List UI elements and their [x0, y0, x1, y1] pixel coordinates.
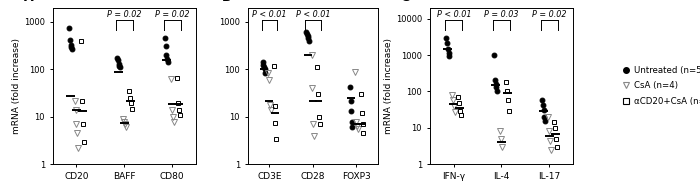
Y-axis label: mRNA (fold increase): mRNA (fold increase) [12, 38, 21, 134]
Text: P = 0.02: P = 0.02 [155, 10, 190, 19]
Y-axis label: mRNA (fold increase): mRNA (fold increase) [384, 38, 393, 134]
Text: P < 0.01: P < 0.01 [437, 10, 471, 19]
Text: P = 0.02: P = 0.02 [532, 10, 567, 19]
Text: B: B [221, 0, 231, 4]
Text: A: A [24, 0, 34, 4]
Text: P = 0.02: P = 0.02 [107, 10, 142, 19]
Text: C: C [401, 0, 410, 4]
Legend: Untreated (n=5), CsA (n=4), αCD20+CsA (n=4): Untreated (n=5), CsA (n=4), αCD20+CsA (n… [622, 67, 700, 105]
Text: P < 0.01: P < 0.01 [296, 10, 330, 19]
Text: P = 0.03: P = 0.03 [484, 10, 519, 19]
Text: P < 0.01: P < 0.01 [252, 10, 287, 19]
